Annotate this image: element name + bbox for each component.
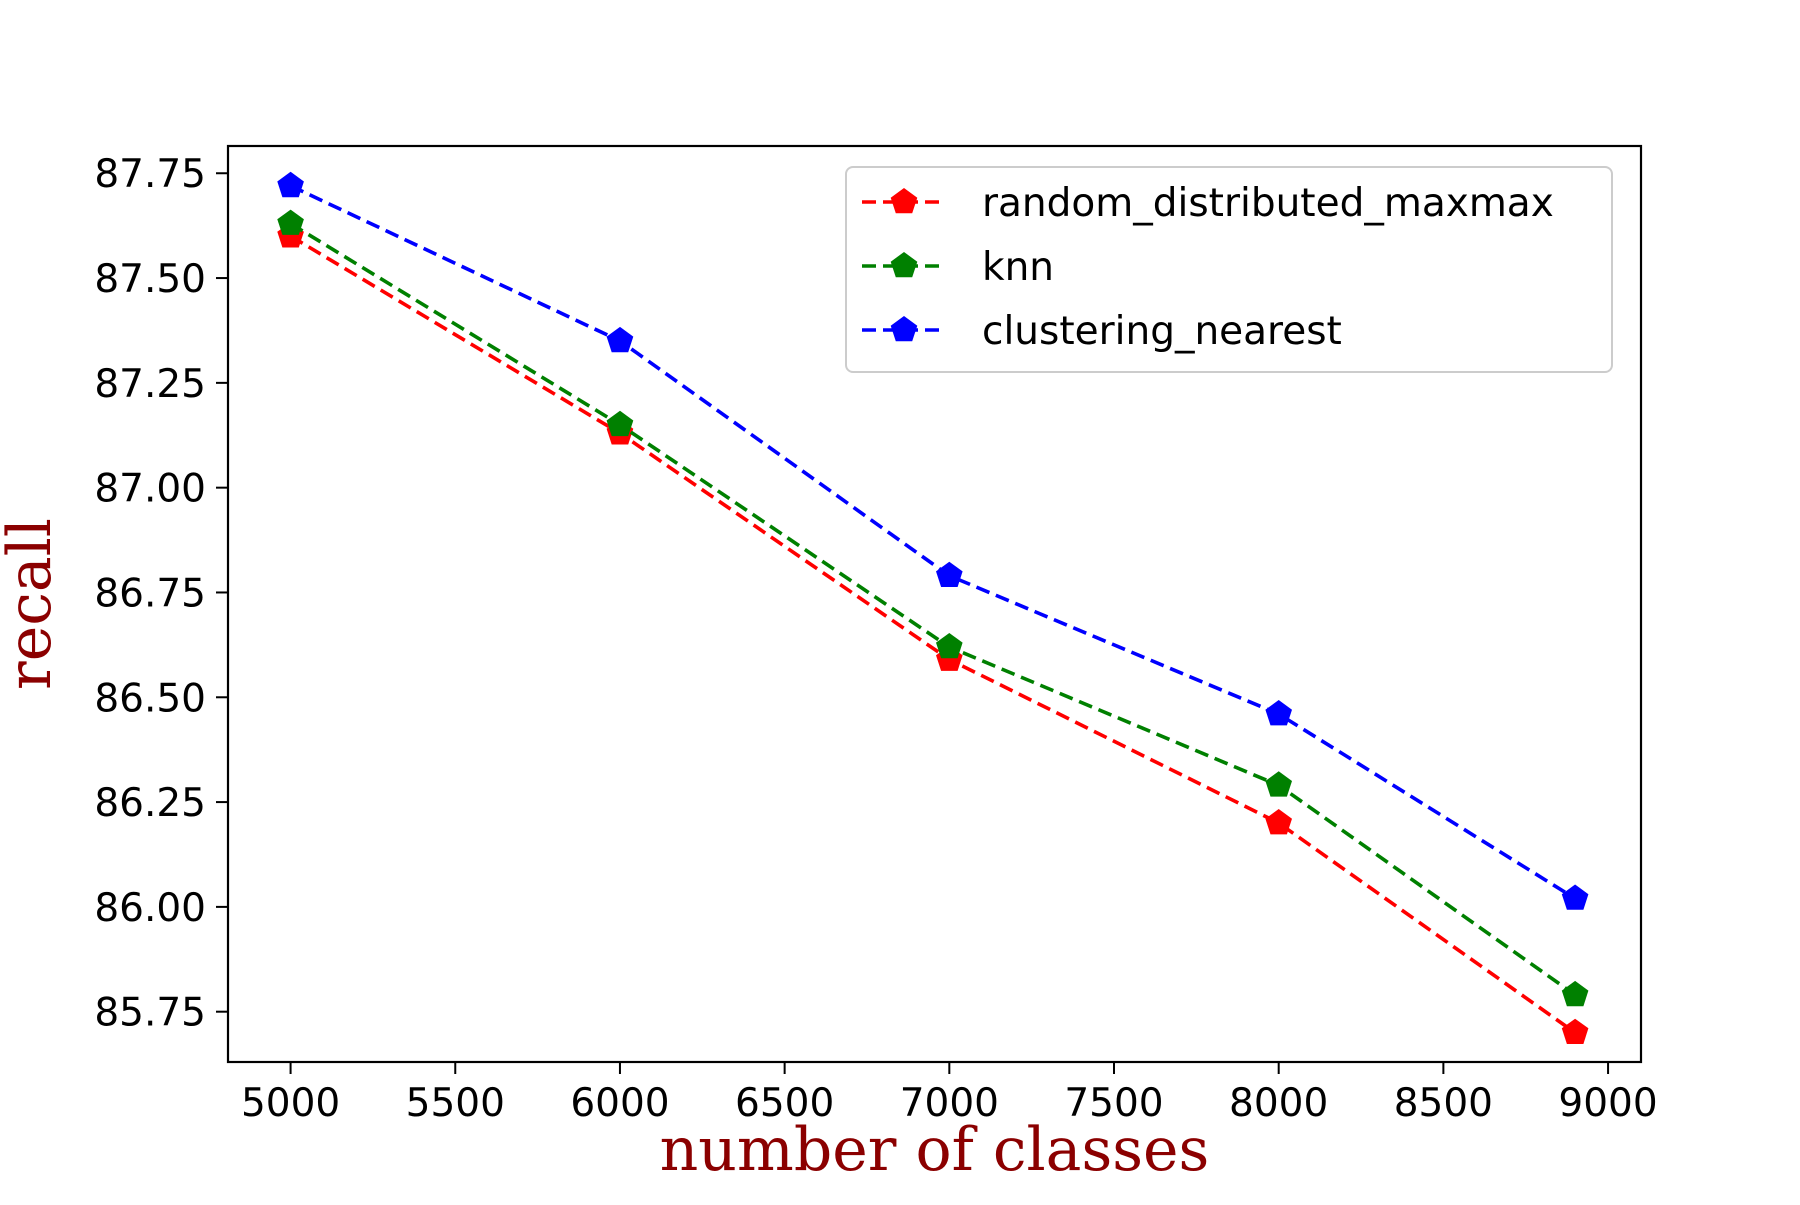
data-point	[936, 561, 963, 587]
data-point	[936, 633, 963, 659]
data-point	[1265, 809, 1292, 835]
x-tick-label: 7500	[1064, 1081, 1163, 1126]
plot-frame	[226, 144, 1643, 1064]
y-tick-label: 86.25	[94, 781, 206, 826]
y-tick-label: 86.75	[94, 571, 206, 616]
y-tick-label: 87.00	[94, 467, 206, 512]
data-point	[606, 410, 634, 437]
data-point	[1265, 771, 1292, 797]
axes: 5000 5500 6000 6500 7000 7500 8000 8500 9000 85.7…	[94, 144, 1658, 1126]
y-axis-title: recall	[0, 518, 65, 690]
x-tick-label: 6500	[735, 1081, 834, 1126]
legend-marker	[890, 316, 918, 342]
x-tick-label: 5500	[406, 1081, 505, 1126]
legend-marker	[890, 188, 918, 214]
data-point	[1561, 884, 1589, 910]
y-tick-label: 86.00	[94, 886, 206, 931]
legend-marker	[890, 252, 918, 278]
series-knn	[277, 209, 1589, 1007]
series-clustering_nearest	[277, 171, 1589, 910]
y-tick-label: 87.25	[94, 362, 206, 407]
series-group	[277, 171, 1589, 1044]
x-axis-title: number of classes	[660, 1115, 1210, 1185]
x-tick-label: 6000	[570, 1081, 669, 1126]
data-point	[1265, 700, 1292, 726]
legend-box	[845, 166, 1613, 373]
legend-label: random_distributed_maxmax	[982, 181, 1554, 226]
x-tick-label: 8000	[1229, 1081, 1328, 1126]
x-tick-label: 8500	[1394, 1081, 1493, 1126]
data-point	[277, 209, 304, 235]
x-tick-label: 7000	[900, 1081, 999, 1126]
legend-label: clustering_nearest	[982, 309, 1342, 354]
y-tick-label: 86.50	[94, 676, 206, 721]
x-tick-label: 9000	[1558, 1081, 1657, 1126]
y-tick-label: 87.50	[94, 257, 206, 302]
y-tick-label: 85.75	[94, 991, 206, 1036]
data-point	[1561, 980, 1589, 1007]
y-tick-label: 87.75	[94, 152, 206, 197]
data-point	[606, 326, 634, 353]
data-point	[277, 171, 304, 198]
legend-label: knn	[982, 245, 1054, 290]
data-point	[1561, 1018, 1589, 1044]
x-tick-label: 5000	[241, 1081, 340, 1126]
